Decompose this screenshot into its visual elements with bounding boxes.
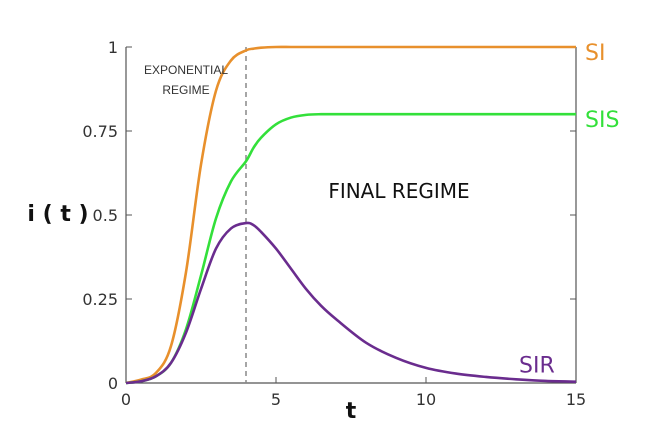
y-axis-label: i ( t ) (27, 202, 88, 227)
annotation-regime: REGIME (162, 83, 209, 97)
x-tick-label: 5 (271, 390, 281, 409)
annotation-final-regime: FINAL REGIME (328, 179, 469, 203)
y-tick-label: 0 (108, 374, 118, 393)
y-tick-label: 0.75 (82, 122, 118, 141)
series-line-sis (125, 112, 576, 385)
annotations: SI SIS SIR EXPONENTIAL REGIME FINAL REGIME (144, 41, 619, 378)
series-line-sir (125, 221, 577, 385)
series-label-si: SI (585, 41, 605, 66)
y-tick-label: 1 (108, 38, 118, 57)
annotation-exponential: EXPONENTIAL (144, 63, 228, 77)
y-tick-label: 0.5 (93, 206, 118, 225)
x-axis-label: t (346, 399, 357, 424)
series-label-sir: SIR (519, 354, 555, 379)
series-label-sis: SIS (585, 108, 619, 133)
series-line-si (125, 45, 576, 385)
x-tick-label: 0 (121, 390, 131, 409)
x-tick-label: 10 (416, 390, 436, 409)
y-tick-label: 0.25 (82, 290, 118, 309)
series-lines (125, 45, 577, 385)
x-tick-label: 15 (566, 390, 586, 409)
